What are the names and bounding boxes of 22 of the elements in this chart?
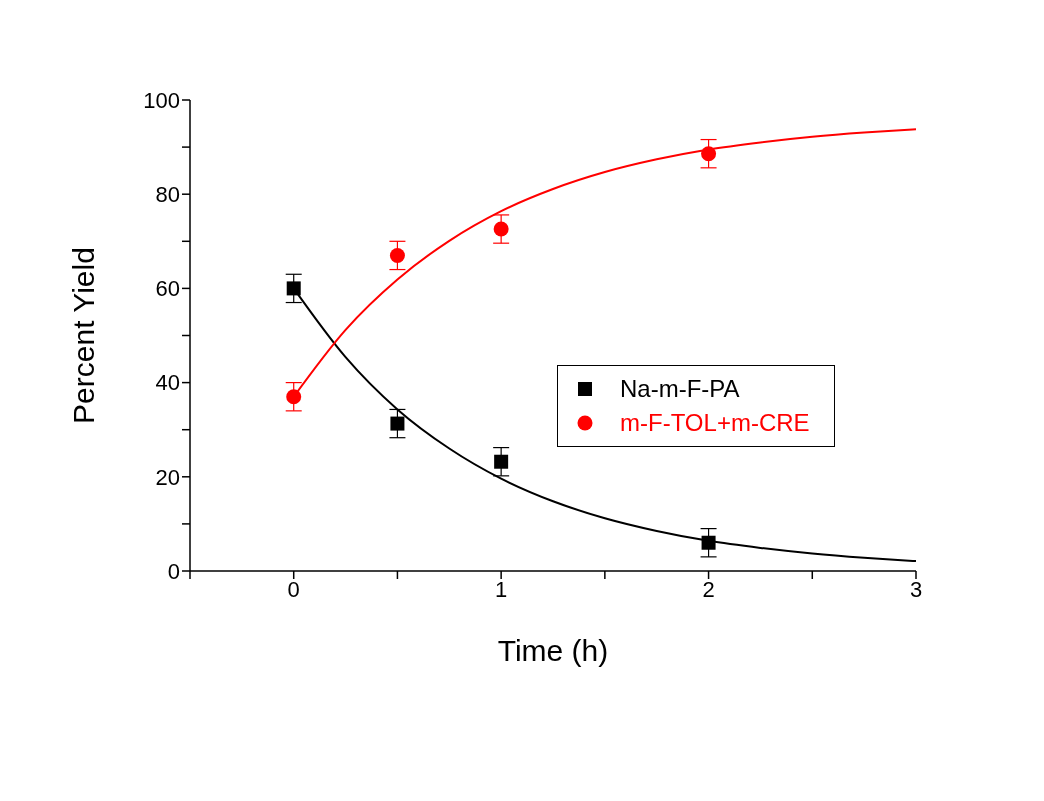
- point: [493, 221, 509, 237]
- y-tick-label: 60: [155, 276, 180, 302]
- x-tick-label: 3: [909, 576, 923, 602]
- x-axis-title: Time (h): [497, 634, 609, 667]
- point: [701, 146, 717, 162]
- point: [286, 389, 302, 405]
- y-tick-label: 0: [167, 558, 180, 584]
- y-tick-label: 100: [143, 87, 180, 113]
- y-tick-label: 40: [155, 370, 180, 396]
- point: [701, 535, 716, 550]
- y-tick-label: 20: [155, 464, 180, 490]
- y-tick-label: 80: [155, 182, 180, 208]
- y-axis-title: Percent Yield: [66, 247, 100, 424]
- legend-label: m-F-TOL+m-CRE: [620, 409, 810, 437]
- point: [494, 454, 509, 469]
- point: [286, 281, 301, 296]
- point: [389, 247, 405, 263]
- x-tick-label: 1: [495, 576, 508, 602]
- x-tick-label: 2: [702, 576, 715, 602]
- x-tick-label: 0: [287, 576, 300, 602]
- legend-label: Na-m-F-PA: [620, 375, 740, 403]
- point: [390, 416, 405, 431]
